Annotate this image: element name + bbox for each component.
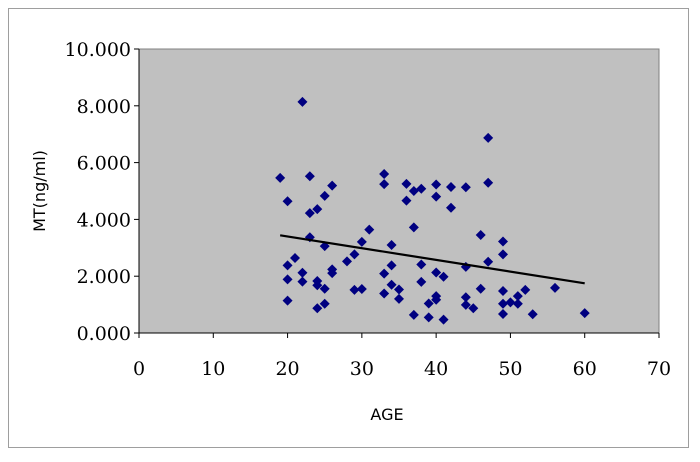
x-tick-label: 40	[424, 358, 448, 380]
data-point	[401, 178, 412, 189]
data-point	[498, 249, 508, 260]
data-point	[386, 239, 397, 250]
y-tick-label: 6.000	[77, 153, 131, 175]
data-point	[282, 260, 293, 271]
data-point	[327, 268, 338, 279]
x-axis-ticks: 0 10 20 30 40 50 60 70	[133, 333, 671, 380]
data-point	[468, 303, 479, 314]
y-tick-label: 8.000	[77, 96, 131, 118]
x-tick-label: 70	[647, 358, 671, 380]
data-point	[475, 283, 486, 294]
axes	[138, 49, 659, 334]
data-point	[319, 298, 330, 309]
y-axis-title: MT(ng/ml)	[30, 150, 49, 232]
data-point	[512, 291, 523, 302]
data-point	[304, 171, 315, 182]
data-point	[297, 276, 308, 287]
data-point	[356, 236, 367, 247]
x-tick-label: 50	[498, 358, 522, 380]
data-point	[364, 224, 375, 235]
data-point	[275, 172, 286, 183]
data-point	[438, 314, 449, 325]
data-point	[520, 284, 531, 295]
data-point	[431, 191, 442, 202]
data-point	[379, 168, 390, 179]
trendline-line	[279, 234, 585, 285]
data-point	[438, 271, 449, 282]
x-tick-label: 60	[573, 358, 597, 380]
data-point	[408, 222, 419, 233]
data-point	[423, 298, 434, 309]
x-tick-label: 10	[201, 358, 225, 380]
y-tick-label: 10.000	[65, 39, 131, 61]
data-point	[505, 297, 516, 308]
y-tick-label: 4.000	[77, 209, 131, 231]
data-point	[394, 293, 404, 304]
data-point	[408, 186, 419, 196]
data-point	[312, 280, 323, 291]
data-point	[394, 284, 404, 295]
x-tick-label: 30	[350, 358, 374, 380]
data-point	[349, 284, 360, 295]
data-point	[550, 282, 560, 293]
data-point	[282, 196, 293, 207]
data-point	[319, 283, 330, 294]
data-point	[297, 96, 308, 107]
data-point	[304, 208, 315, 219]
data-point	[379, 288, 390, 299]
x-axis-title: AGE	[370, 405, 403, 424]
data-point	[446, 182, 456, 193]
data-point	[423, 312, 434, 323]
data-point	[282, 274, 293, 285]
data-points	[275, 96, 590, 325]
data-point	[319, 190, 330, 201]
data-point	[527, 309, 538, 320]
y-tick-label: 2.000	[77, 266, 131, 288]
data-point	[431, 179, 442, 190]
data-point	[475, 230, 486, 241]
data-point	[379, 179, 390, 190]
data-point	[483, 132, 494, 143]
data-point	[356, 283, 367, 294]
data-point	[512, 298, 523, 309]
y-tick-label: 0.000	[77, 323, 131, 345]
data-point	[416, 183, 427, 194]
data-point	[312, 204, 323, 215]
data-point	[460, 299, 471, 310]
scatter-chart: 0.000 2.000 4.000 6.000 8.000 10.000 0 10 20 30 4…	[30, 39, 671, 424]
trendline	[279, 234, 585, 285]
y-axis-ticks: 0.000 2.000 4.000 6.000 8.000 10.000	[65, 39, 139, 345]
data-point	[498, 308, 508, 319]
data-point	[312, 303, 323, 314]
data-point	[342, 256, 352, 267]
data-point	[431, 267, 442, 278]
data-point	[349, 249, 360, 260]
data-point	[446, 202, 456, 213]
data-point	[379, 268, 390, 279]
data-point	[327, 180, 338, 191]
data-point	[498, 285, 508, 296]
data-point	[431, 294, 442, 305]
data-point	[297, 267, 308, 278]
data-point	[386, 279, 397, 290]
data-point	[282, 295, 293, 306]
x-tick-label: 0	[133, 358, 145, 380]
data-point	[401, 195, 412, 206]
data-point	[290, 253, 300, 264]
data-point	[386, 260, 397, 271]
data-point	[579, 308, 590, 319]
x-tick-label: 20	[275, 358, 299, 380]
data-point	[498, 298, 508, 309]
chart-area: 0.000 2.000 4.000 6.000 8.000 10.000 0 10 20 30 4…	[8, 8, 689, 448]
data-point	[483, 256, 494, 267]
data-point	[416, 259, 427, 270]
data-point	[498, 236, 508, 247]
data-point	[408, 309, 419, 320]
data-point	[483, 177, 494, 188]
data-point	[460, 292, 471, 303]
data-point	[460, 182, 471, 193]
data-point	[416, 276, 427, 287]
